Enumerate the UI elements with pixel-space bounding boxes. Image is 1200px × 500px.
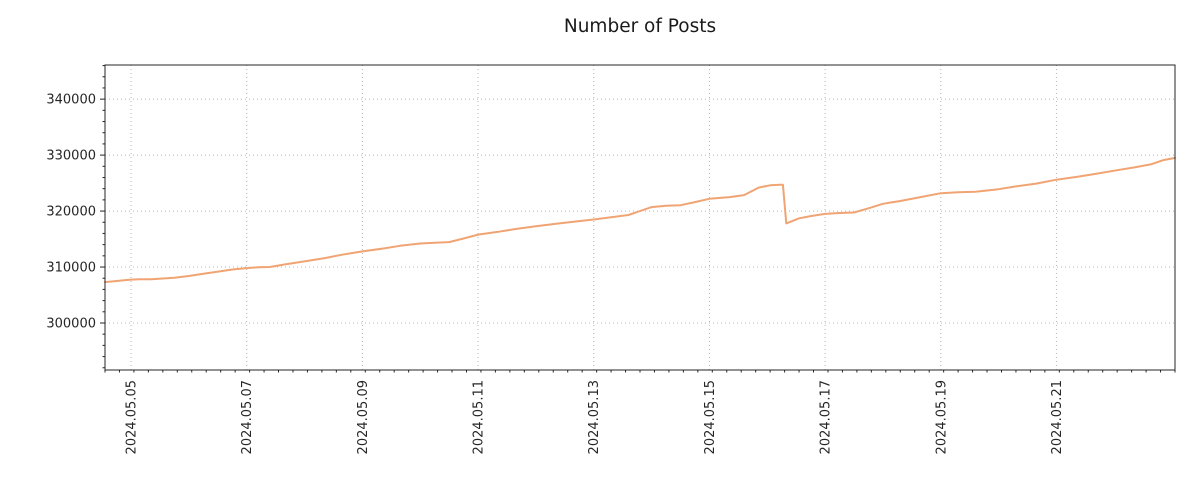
x-tick-label: 2024.05.19	[934, 380, 949, 454]
y-tick-label: 320000	[46, 205, 96, 220]
data-line	[104, 156, 1176, 284]
tick-marks	[100, 65, 1176, 373]
x-tick-label: 2024.05.11	[472, 380, 487, 454]
y-tick-label: 300000	[46, 316, 96, 331]
x-tick-label: 2024.05.15	[703, 380, 718, 454]
gridlines	[105, 65, 1175, 370]
x-tick-label: 2024.05.21	[1050, 380, 1065, 454]
y-tick-label: 330000	[46, 149, 96, 164]
axes-frame	[104, 64, 1176, 371]
x-tick-label: 2024.05.17	[819, 380, 834, 454]
x-tick-label: 2024.05.05	[125, 380, 140, 454]
y-tick-label: 340000	[46, 93, 96, 108]
x-tick-label: 2024.05.13	[587, 380, 602, 454]
y-tick-label: 310000	[46, 261, 96, 276]
chart-title: Number of Posts	[563, 16, 717, 37]
x-tick-label: 2024.05.09	[356, 380, 371, 454]
x-tick-label: 2024.05.07	[240, 380, 255, 454]
